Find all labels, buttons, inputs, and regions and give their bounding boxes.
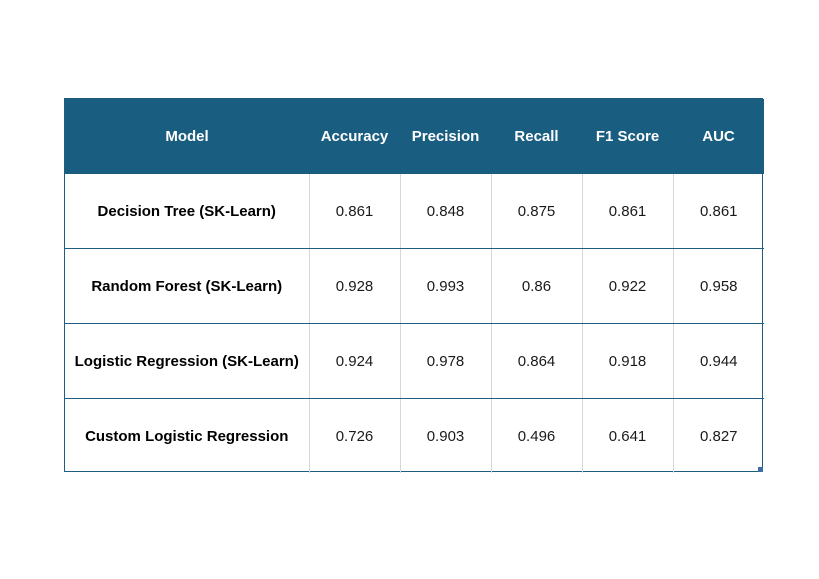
header-model: Model	[65, 99, 309, 174]
precision-cell: 0.993	[399, 248, 491, 324]
metrics-table-container: Model Accuracy Precision Recall F1 Score…	[64, 98, 764, 473]
recall-cell: 0.86	[490, 248, 582, 324]
model-name-cell: Random Forest (SK-Learn)	[65, 248, 309, 324]
recall-cell: 0.496	[490, 398, 582, 473]
f1-score-cell: 0.641	[581, 398, 673, 473]
table-header-row: Model Accuracy Precision Recall F1 Score…	[65, 99, 764, 174]
model-name-cell: Logistic Regression (SK-Learn)	[65, 323, 309, 399]
model-name-cell: Custom Logistic Regression	[85, 427, 289, 445]
accuracy-cell: 0.924	[308, 323, 400, 399]
accuracy-cell: 0.928	[308, 248, 400, 324]
header-f1-score: F1 Score	[582, 99, 673, 174]
auc-cell: 0.861	[672, 174, 764, 249]
f1-score-cell: 0.861	[581, 174, 673, 249]
precision-cell: 0.848	[399, 174, 491, 249]
accuracy-cell: 0.726	[308, 398, 400, 473]
model-name-cell: Decision Tree (SK-Learn)	[65, 174, 309, 249]
auc-cell: 0.958	[672, 248, 764, 324]
header-precision: Precision	[400, 99, 491, 174]
precision-cell: 0.978	[399, 323, 491, 399]
header-auc: AUC	[673, 99, 764, 174]
table-row: Random Forest (SK-Learn) 0.928 0.993 0.8…	[65, 248, 764, 324]
precision-cell: 0.903	[399, 398, 491, 473]
f1-score-cell: 0.918	[581, 323, 673, 399]
auc-cell: 0.827	[672, 398, 764, 473]
table-row: Custom Logistic Regression 0.726 0.903 0…	[65, 398, 764, 473]
metrics-table: Model Accuracy Precision Recall F1 Score…	[65, 99, 764, 473]
table-row: Logistic Regression (SK-Learn) 0.924 0.9…	[65, 323, 764, 399]
table-row: Decision Tree (SK-Learn) 0.861 0.848 0.8…	[65, 174, 764, 249]
header-recall: Recall	[491, 99, 582, 174]
auc-cell: 0.944	[672, 323, 764, 399]
recall-cell: 0.875	[490, 174, 582, 249]
header-accuracy: Accuracy	[309, 99, 400, 174]
recall-cell: 0.864	[490, 323, 582, 399]
accuracy-cell: 0.861	[308, 174, 400, 249]
f1-score-cell: 0.922	[581, 248, 673, 324]
table-resize-handle[interactable]	[758, 467, 763, 472]
